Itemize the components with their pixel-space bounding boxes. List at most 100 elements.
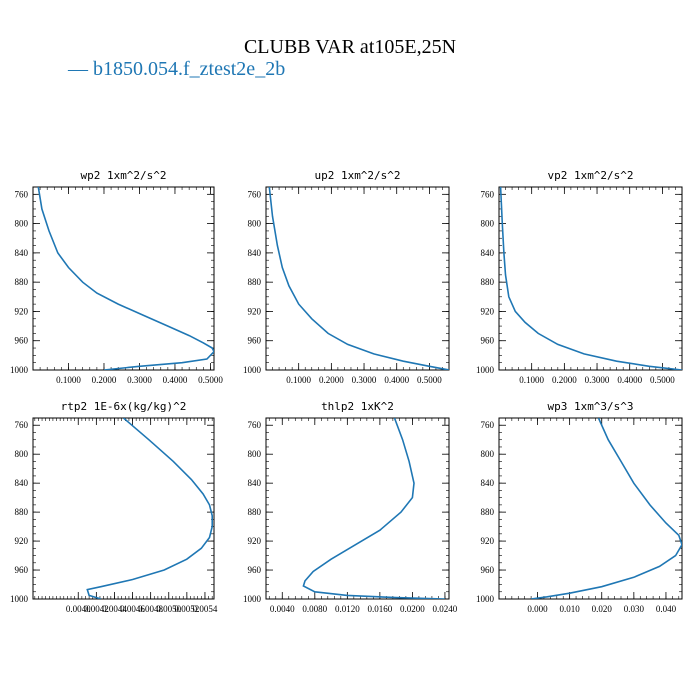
subplot-6: wp3 1xm^3/s^3 760 800 840 880 920 960 1000 0.000… (476, 400, 683, 614)
axes-frame (498, 186, 683, 371)
y-tick-label: 920 (15, 536, 29, 546)
series-line (37, 187, 214, 370)
y-tick-label: 960 (248, 565, 262, 575)
y-tick-label: 920 (248, 306, 262, 316)
y-tick-label: 960 (15, 565, 29, 575)
y-tick-label: 960 (481, 565, 495, 575)
x-tick-label: 0.0240 (433, 604, 458, 614)
series-line (499, 187, 682, 370)
y-tick-label: 960 (15, 336, 29, 346)
y-tick-label: 1000 (243, 365, 262, 375)
legend: — b1850.054.f_ztest2e_2b (68, 58, 285, 81)
y-tick-label: 800 (481, 449, 495, 459)
subplot-1: wp2 1xm^2/s^2 760 800 840 880 920 960 1000 0.100… (10, 169, 223, 385)
x-tick-label: 0.4000 (384, 375, 409, 385)
series-line (268, 187, 449, 370)
x-tick-label: 0.2000 (92, 375, 117, 385)
y-tick-label: 880 (481, 277, 495, 287)
axes-frame (265, 417, 450, 600)
y-tick-label: 800 (248, 449, 262, 459)
x-tick-label: 0.0160 (367, 604, 392, 614)
y-tick-label: 1000 (10, 365, 29, 375)
y-tick-label: 760 (481, 420, 495, 430)
legend-swatch: — (68, 58, 88, 80)
x-tick-label: 0.0048 (138, 604, 163, 614)
x-tick-label: 0.010 (560, 604, 581, 614)
y-tick-label: 880 (248, 507, 262, 517)
y-tick-label: 880 (481, 507, 495, 517)
x-tick-label: 0.0050 (156, 604, 181, 614)
subplot-title: vp2 1xm^2/s^2 (547, 169, 633, 182)
x-tick-label: 0.0040 (66, 604, 91, 614)
x-tick-label: 0.040 (656, 604, 677, 614)
y-tick-label: 800 (248, 219, 262, 229)
x-tick-label: 0.4000 (617, 375, 642, 385)
y-tick-label: 1000 (243, 594, 262, 604)
y-tick-label: 760 (248, 420, 262, 430)
x-tick-label: 0.1000 (56, 375, 81, 385)
x-tick-label: 0.2000 (552, 375, 577, 385)
page-title: CLUBB VAR at105E,25N (243, 36, 457, 58)
x-tick-label: 0.0044 (102, 604, 127, 614)
subplot-title: up2 1xm^2/s^2 (314, 169, 400, 182)
x-tick-label: 0.0120 (335, 604, 360, 614)
series-line (302, 418, 445, 599)
x-tick-label: 0.020 (592, 604, 613, 614)
subplot-title: thlp2 1xK^2 (321, 400, 394, 413)
x-tick-label: 0.000 (527, 604, 548, 614)
y-tick-label: 760 (248, 189, 262, 199)
x-tick-label: 0.0046 (120, 604, 145, 614)
y-tick-label: 800 (15, 449, 29, 459)
axes-frame (32, 186, 215, 371)
x-tick-label: 0.3000 (352, 375, 377, 385)
y-tick-label: 880 (15, 277, 29, 287)
x-tick-label: 0.0200 (400, 604, 425, 614)
y-tick-label: 840 (248, 248, 262, 258)
subplot-title: wp2 1xm^2/s^2 (80, 169, 166, 182)
y-tick-label: 1000 (476, 594, 495, 604)
x-tick-label: 0.5000 (650, 375, 675, 385)
y-tick-label: 840 (15, 478, 29, 488)
x-tick-label: 0.0040 (270, 604, 295, 614)
y-tick-label: 840 (481, 478, 495, 488)
subplot-5: thlp2 1xK^2 760 800 840 880 920 960 1000 0.0040 0… (243, 400, 458, 614)
x-tick-label: 0.5000 (198, 375, 223, 385)
x-tick-label: 0.0042 (84, 604, 109, 614)
y-tick-label: 1000 (476, 365, 495, 375)
x-tick-label: 0.3000 (127, 375, 152, 385)
y-tick-label: 800 (481, 219, 495, 229)
x-tick-label: 0.0080 (302, 604, 327, 614)
y-tick-label: 920 (248, 536, 262, 546)
y-tick-label: 960 (248, 336, 262, 346)
subplot-title: wp3 1xm^3/s^3 (547, 400, 633, 413)
x-tick-label: 0.4000 (163, 375, 188, 385)
x-tick-label: 0.1000 (286, 375, 311, 385)
x-tick-label: 0.0052 (174, 604, 199, 614)
legend-label: b1850.054.f_ztest2e_2b (93, 58, 286, 80)
y-tick-label: 840 (15, 248, 29, 258)
x-tick-label: 0.5000 (417, 375, 442, 385)
x-tick-label: 0.030 (624, 604, 645, 614)
axes-frame (498, 417, 683, 600)
series-line (530, 418, 682, 599)
axes-frame (32, 417, 215, 600)
y-tick-label: 920 (481, 536, 495, 546)
y-tick-label: 800 (15, 219, 29, 229)
subplot-3: vp2 1xm^2/s^2 760 800 840 880 920 960 1000 0.100… (476, 169, 683, 385)
y-tick-label: 840 (481, 248, 495, 258)
y-tick-label: 760 (481, 189, 495, 199)
y-tick-label: 920 (481, 306, 495, 316)
series-line (86, 418, 213, 599)
y-tick-label: 1000 (10, 594, 29, 604)
subplot-title: rtp2 1E-6x(kg/kg)^2 (61, 400, 187, 413)
x-tick-label: 0.3000 (585, 375, 610, 385)
y-tick-label: 760 (15, 189, 29, 199)
y-tick-label: 840 (248, 478, 262, 488)
x-tick-label: 0.1000 (519, 375, 544, 385)
y-tick-label: 960 (481, 336, 495, 346)
subplot-4: rtp2 1E-6x(kg/kg)^2 760 800 840 880 920 960 100… (10, 400, 218, 614)
y-tick-label: 880 (15, 507, 29, 517)
x-tick-label: 0.2000 (319, 375, 344, 385)
subplot-2: up2 1xm^2/s^2 760 800 840 880 920 960 1000 0.100… (243, 169, 450, 385)
